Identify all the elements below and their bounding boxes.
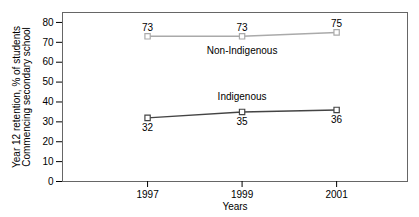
svg-text:80: 80 xyxy=(42,17,54,28)
svg-text:32: 32 xyxy=(142,122,154,133)
svg-text:1999: 1999 xyxy=(231,189,254,200)
svg-text:Years: Years xyxy=(222,201,247,212)
svg-text:0: 0 xyxy=(48,176,54,187)
svg-text:40: 40 xyxy=(42,96,54,107)
svg-text:70: 70 xyxy=(42,37,54,48)
svg-text:50: 50 xyxy=(42,76,54,87)
svg-text:73: 73 xyxy=(237,22,249,33)
svg-text:2001: 2001 xyxy=(325,189,348,200)
svg-text:Non-Indigenous: Non-Indigenous xyxy=(207,45,278,56)
svg-text:20: 20 xyxy=(42,136,54,147)
svg-text:10: 10 xyxy=(42,156,54,167)
svg-text:30: 30 xyxy=(42,116,54,127)
svg-text:73: 73 xyxy=(142,22,154,33)
svg-text:Indigenous: Indigenous xyxy=(218,91,267,102)
svg-text:75: 75 xyxy=(331,18,343,29)
svg-text:36: 36 xyxy=(331,114,343,125)
svg-text:Year 12 retention, % of studen: Year 12 retention, % of studentsCommenci… xyxy=(11,26,32,168)
svg-text:1997: 1997 xyxy=(136,189,159,200)
svg-text:60: 60 xyxy=(42,56,54,67)
svg-text:35: 35 xyxy=(237,116,249,127)
